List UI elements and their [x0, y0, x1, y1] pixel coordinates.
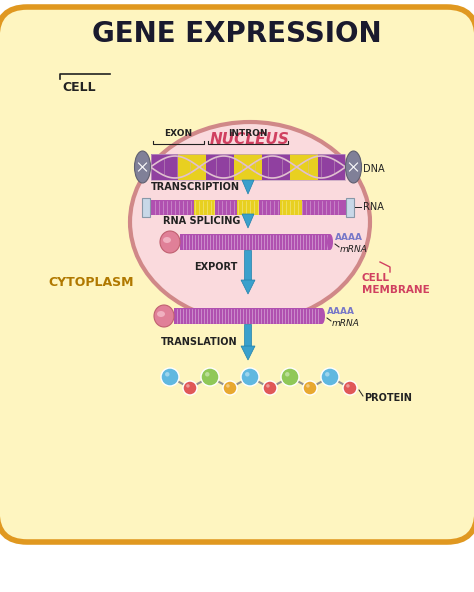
Bar: [290, 154, 318, 180]
Bar: [174, 308, 322, 324]
Bar: [178, 154, 206, 180]
Circle shape: [226, 384, 229, 388]
Bar: [281, 200, 302, 214]
Bar: [262, 154, 290, 180]
FancyBboxPatch shape: [0, 7, 474, 542]
Text: GENE EXPRESSION: GENE EXPRESSION: [92, 20, 382, 48]
Text: EXON: EXON: [164, 129, 192, 138]
Bar: [142, 198, 149, 217]
Text: RNA SPLICING: RNA SPLICING: [163, 216, 240, 226]
Ellipse shape: [163, 237, 171, 243]
Circle shape: [343, 381, 357, 395]
Text: DNA: DNA: [364, 164, 385, 174]
Ellipse shape: [327, 234, 333, 250]
Circle shape: [201, 368, 219, 386]
Circle shape: [241, 368, 259, 386]
Circle shape: [186, 384, 190, 388]
Bar: [234, 154, 262, 180]
Polygon shape: [241, 346, 255, 360]
Circle shape: [183, 381, 197, 395]
Bar: [237, 200, 259, 214]
Polygon shape: [242, 214, 254, 228]
Text: AAAA: AAAA: [335, 233, 363, 242]
Circle shape: [205, 372, 210, 377]
Text: CELL
MEMBRANE: CELL MEMBRANE: [362, 273, 430, 295]
Text: CELL: CELL: [62, 81, 96, 94]
Ellipse shape: [319, 308, 325, 324]
Text: AAAA: AAAA: [327, 307, 355, 316]
Circle shape: [161, 368, 179, 386]
Text: mRNA: mRNA: [332, 318, 360, 327]
Text: NUCLEUS: NUCLEUS: [210, 131, 290, 146]
Bar: [151, 154, 346, 180]
Ellipse shape: [346, 151, 362, 183]
Text: TRANSLATION: TRANSLATION: [161, 337, 238, 347]
Bar: [245, 324, 252, 346]
Ellipse shape: [130, 122, 370, 322]
Circle shape: [245, 372, 249, 377]
Circle shape: [223, 381, 237, 395]
Bar: [180, 234, 330, 250]
Text: PROTEIN: PROTEIN: [364, 393, 412, 403]
Bar: [151, 200, 172, 214]
Bar: [206, 154, 234, 180]
Text: mRNA: mRNA: [340, 244, 368, 253]
Ellipse shape: [135, 151, 151, 183]
Circle shape: [263, 381, 277, 395]
Bar: [324, 200, 346, 214]
Text: INTRON: INTRON: [228, 129, 268, 138]
Text: TRANSCRIPTION: TRANSCRIPTION: [151, 182, 240, 192]
Bar: [194, 200, 216, 214]
Bar: [346, 198, 355, 217]
Bar: [216, 200, 237, 214]
Circle shape: [321, 368, 339, 386]
Bar: [151, 154, 178, 180]
Circle shape: [303, 381, 317, 395]
Polygon shape: [242, 180, 254, 194]
Text: EXPORT: EXPORT: [195, 262, 238, 272]
Circle shape: [306, 384, 310, 388]
Circle shape: [346, 384, 350, 388]
Bar: [318, 154, 346, 180]
Bar: [172, 200, 194, 214]
Circle shape: [285, 372, 290, 377]
Circle shape: [266, 384, 270, 388]
Bar: [259, 200, 281, 214]
Circle shape: [281, 368, 299, 386]
Ellipse shape: [157, 311, 165, 317]
Polygon shape: [241, 280, 255, 294]
Circle shape: [325, 372, 329, 377]
Ellipse shape: [160, 231, 180, 253]
Bar: [245, 250, 252, 280]
Ellipse shape: [154, 305, 174, 327]
Circle shape: [165, 372, 170, 377]
Bar: [302, 200, 324, 214]
Text: RNA: RNA: [364, 202, 384, 212]
Text: CYTOPLASM: CYTOPLASM: [48, 275, 134, 288]
